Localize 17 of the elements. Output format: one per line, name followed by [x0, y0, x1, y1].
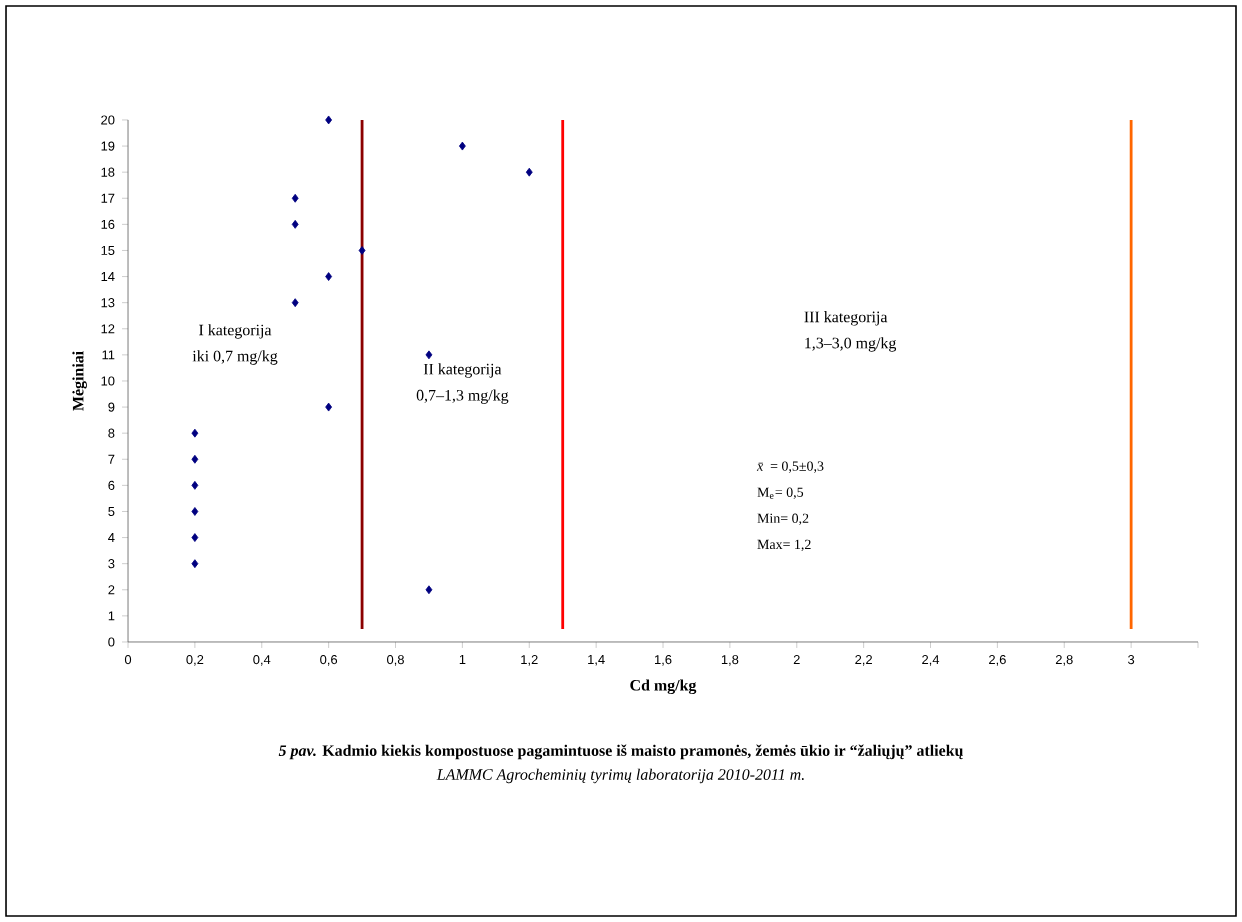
point: [291, 298, 299, 308]
point: [325, 402, 333, 412]
point: [358, 246, 366, 255]
point: [291, 193, 299, 203]
point: [325, 115, 333, 125]
point: [191, 507, 199, 516]
point: [325, 272, 333, 281]
point: [191, 454, 199, 464]
point: [291, 219, 299, 229]
point: [425, 350, 433, 360]
point: [191, 428, 199, 438]
point: [458, 141, 466, 151]
point: [191, 533, 199, 542]
point: [425, 585, 433, 595]
point: [191, 480, 199, 490]
point: [191, 559, 199, 569]
point: [525, 167, 533, 177]
